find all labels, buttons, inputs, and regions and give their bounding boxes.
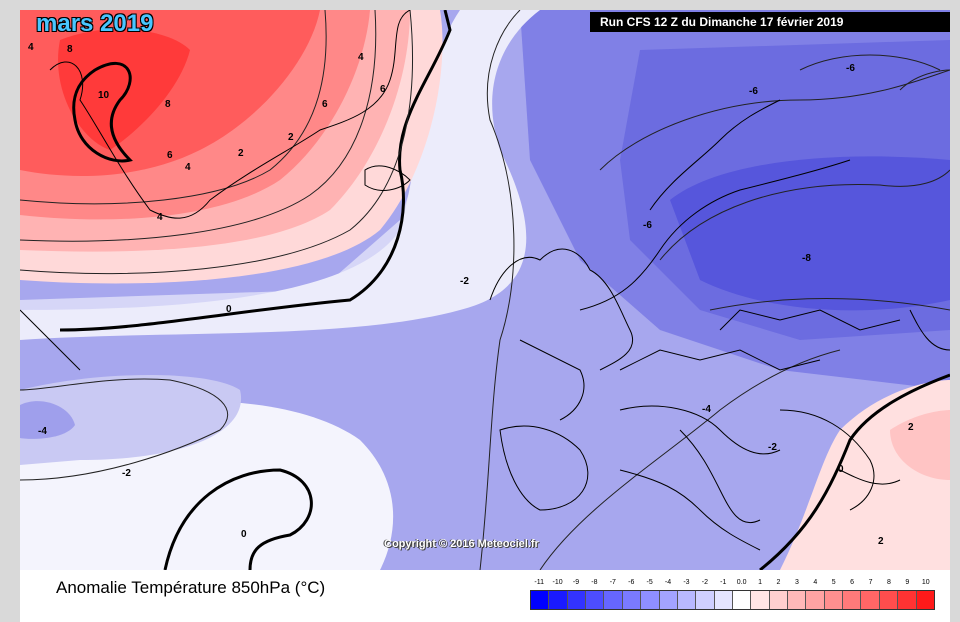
contour-label: 4 <box>157 212 163 223</box>
contour-label: 2 <box>878 536 884 547</box>
cold-core <box>670 156 950 311</box>
contour-label: 4 <box>28 42 34 53</box>
legend-tick-label: -3 <box>683 579 690 586</box>
contour-label: 2 <box>288 132 294 143</box>
contour-label: -6 <box>643 220 652 231</box>
legend-tick-label: -4 <box>664 579 672 586</box>
contour-label: 2 <box>238 148 244 159</box>
legend-color-swatch <box>788 591 807 609</box>
legend-tick-label: 3 <box>794 579 799 586</box>
contour-label: 4 <box>185 162 191 173</box>
legend-color-swatch <box>714 591 733 609</box>
contour-label: 4 <box>358 52 364 63</box>
anomaly-map: 8 10 8 6 4 2 4 6 2 4 6 4 0 -2 -4 -2 0 -6… <box>20 10 950 570</box>
west-cold-pool <box>20 375 242 465</box>
legend-tick-label: -11 <box>534 579 544 586</box>
legend-color-swatch <box>586 591 605 609</box>
legend-tick-label: 5 <box>831 579 836 586</box>
zero-contour-south <box>163 468 313 570</box>
zero-contour-north <box>59 10 452 332</box>
legend-color-swatch <box>732 591 752 609</box>
contour-label: 0 <box>226 304 232 315</box>
contour-label: -2 <box>122 468 131 479</box>
legend-tick-label: 2 <box>776 579 781 586</box>
legend-color-swatch <box>916 591 934 609</box>
map-canvas: 8 10 8 6 4 2 4 6 2 4 6 4 0 -2 -4 -2 0 -6… <box>20 10 950 570</box>
legend-tick-label: 0.0 <box>736 579 747 586</box>
contour-label: 8 <box>67 44 73 55</box>
contour-label: -4 <box>702 404 711 415</box>
legend-tick-label: 9 <box>905 579 910 586</box>
variable-label: Anomalie Température 850hPa (°C) <box>56 578 326 597</box>
legend-color-bar <box>530 590 935 610</box>
contour-label: 6 <box>380 84 386 95</box>
color-legend: -11 -10 -9 -8 -7 -6 -5 -4 -3 -2 -1 0.0 1 2 3 4 5 6 7 8 9 10 <box>530 576 935 610</box>
legend-color-swatch <box>567 591 587 609</box>
legend-color-swatch <box>824 591 844 609</box>
near-zero-band <box>20 10 540 340</box>
legend-color-swatch <box>641 591 660 609</box>
legend-tick-label: 7 <box>868 579 873 586</box>
legend-color-swatch <box>604 591 623 609</box>
contour-label: 10 <box>98 90 110 101</box>
zero-contour-east <box>759 373 950 570</box>
legend-tick-label: -1 <box>720 579 727 586</box>
legend-tick-label: 6 <box>850 579 855 586</box>
map-title: mars 2019 <box>36 10 154 37</box>
legend-color-swatch <box>806 591 825 609</box>
legend-tick-label: 4 <box>813 579 818 586</box>
contour-label: -6 <box>846 63 855 74</box>
legend-color-swatch <box>861 591 880 609</box>
legend-color-swatch <box>622 591 642 609</box>
contour-label: 8 <box>165 99 171 110</box>
legend-tick-label: -6 <box>628 579 635 586</box>
legend-color-swatch <box>696 591 715 609</box>
legend-ticks: -11 -10 -9 -8 -7 -6 -5 -4 -3 -2 -1 0.0 1 2 3 4 5 6 7 8 9 10 <box>530 576 935 590</box>
contour-label: 6 <box>322 99 328 110</box>
legend-tick-label: -5 <box>646 579 653 586</box>
legend-color-swatch <box>549 591 568 609</box>
contour-label: -4 <box>38 426 47 437</box>
legend-color-swatch <box>677 591 697 609</box>
run-info-banner: Run CFS 12 Z du Dimanche 17 février 2019 <box>590 12 950 32</box>
legend-tick-label: 8 <box>886 579 891 586</box>
legend-color-swatch <box>879 591 899 609</box>
legend-tick-label: -8 <box>591 579 598 586</box>
contour-label: 6 <box>167 150 173 161</box>
legend-tick-label: -2 <box>701 579 708 586</box>
contour-label: -2 <box>768 442 777 453</box>
contour-label: -6 <box>749 86 758 97</box>
contour-label: -2 <box>460 276 469 287</box>
warm-max <box>58 29 190 151</box>
contour-label: 2 <box>908 422 914 433</box>
contour-label: 0 <box>241 529 247 540</box>
west-cold-core <box>20 401 75 439</box>
thin-contours <box>20 10 950 570</box>
ten-contour <box>72 62 133 163</box>
contour-label: 0 <box>838 464 844 475</box>
copyright-watermark: Copyright © 2016 Meteociel.fr <box>384 538 539 550</box>
legend-tick-label: 10 <box>921 579 930 586</box>
legend-tick-label: -9 <box>572 579 580 586</box>
legend-color-swatch <box>769 591 789 609</box>
legend-color-swatch <box>751 591 770 609</box>
legend-color-swatch <box>843 591 862 609</box>
legend-tick-label: 1 <box>758 579 763 586</box>
contour-label: -8 <box>802 253 811 264</box>
se-warm-core <box>890 410 950 480</box>
map-footer: Anomalie Température 850hPa (°C) -11 -10-… <box>20 570 950 622</box>
legend-tick-label: -7 <box>609 579 616 586</box>
legend-tick-label: -10 <box>552 579 563 586</box>
legend-color-swatch <box>531 591 550 609</box>
legend-color-swatch <box>898 591 917 609</box>
legend-color-swatch <box>659 591 678 609</box>
coastlines <box>20 10 950 551</box>
